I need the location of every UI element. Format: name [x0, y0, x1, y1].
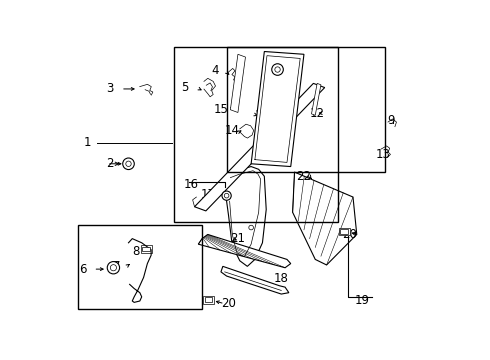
- Text: 4: 4: [212, 64, 219, 77]
- Text: 17: 17: [200, 188, 215, 201]
- Bar: [77, 225, 202, 309]
- Text: 19: 19: [355, 294, 370, 307]
- Bar: [339, 228, 350, 235]
- Text: 3: 3: [106, 82, 113, 95]
- Bar: [226, 48, 385, 172]
- Text: 5: 5: [181, 81, 189, 94]
- Text: 20: 20: [221, 297, 236, 310]
- Circle shape: [272, 64, 283, 75]
- Text: 20: 20: [342, 228, 357, 241]
- Circle shape: [249, 225, 253, 230]
- Circle shape: [122, 158, 134, 170]
- Text: 2: 2: [106, 157, 113, 170]
- Polygon shape: [312, 84, 321, 115]
- Text: 16: 16: [183, 178, 198, 191]
- Text: 18: 18: [274, 272, 289, 285]
- Bar: [141, 245, 151, 253]
- Bar: [174, 48, 338, 222]
- Circle shape: [222, 191, 231, 200]
- Circle shape: [275, 67, 280, 72]
- Bar: [341, 229, 348, 234]
- Text: 7: 7: [113, 260, 121, 273]
- Text: 8: 8: [132, 244, 140, 258]
- Text: 1: 1: [83, 136, 91, 149]
- Text: 12: 12: [310, 107, 324, 120]
- Circle shape: [224, 193, 229, 198]
- Circle shape: [126, 161, 131, 166]
- Bar: [143, 247, 150, 251]
- Bar: [205, 297, 212, 302]
- Text: 21: 21: [230, 232, 245, 245]
- Text: 13: 13: [376, 148, 391, 161]
- Polygon shape: [198, 234, 291, 268]
- Text: 11: 11: [255, 109, 270, 122]
- Polygon shape: [293, 172, 357, 265]
- Bar: [203, 296, 214, 303]
- Circle shape: [107, 262, 120, 274]
- Text: 14: 14: [225, 124, 240, 137]
- Polygon shape: [221, 266, 289, 294]
- Text: 9: 9: [387, 114, 394, 127]
- Polygon shape: [225, 167, 266, 266]
- Text: 22: 22: [296, 170, 312, 183]
- Polygon shape: [251, 51, 304, 167]
- Text: 6: 6: [79, 262, 87, 276]
- Text: 15: 15: [214, 103, 228, 116]
- Polygon shape: [195, 84, 325, 211]
- Circle shape: [110, 265, 117, 271]
- Polygon shape: [230, 54, 245, 112]
- Text: 10: 10: [268, 59, 283, 72]
